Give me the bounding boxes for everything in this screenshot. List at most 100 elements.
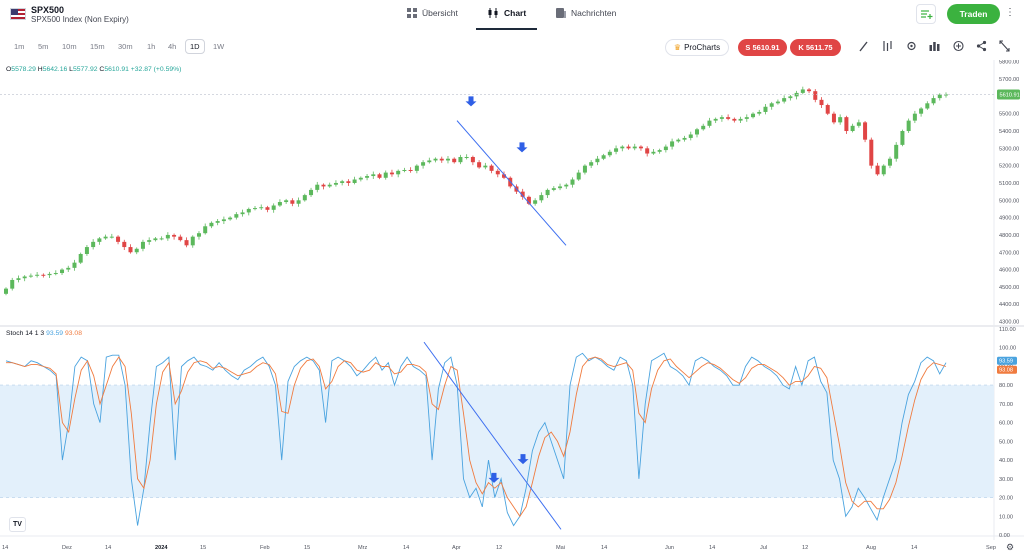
close-label: C	[99, 66, 105, 73]
candle-body	[607, 151, 612, 156]
candle-body	[688, 134, 693, 138]
candle-body	[321, 184, 326, 187]
buy-button[interactable]: K 5611.75	[790, 39, 841, 56]
candle-body	[931, 98, 936, 104]
candle-body	[165, 234, 170, 239]
stoch-lines	[5, 352, 947, 527]
candle-body	[813, 91, 818, 100]
settings-icon[interactable]	[906, 40, 917, 52]
candle-body	[526, 196, 531, 204]
price-tick-label: 5800.00	[999, 60, 1019, 66]
procharts-label: ProCharts	[684, 43, 721, 52]
candle-body	[234, 214, 239, 218]
stoch-tick-label: 0.00	[999, 533, 1010, 539]
candle-body	[638, 146, 643, 149]
candle-body	[651, 151, 656, 154]
price-tick-label: 4400.00	[999, 302, 1019, 308]
candle-body	[551, 188, 556, 190]
candle-body	[228, 217, 233, 220]
tab-news[interactable]: Nachrichten	[556, 8, 616, 18]
candle-body	[452, 158, 457, 163]
timeframe-1m[interactable]: 1m	[14, 42, 25, 51]
price-tick-label: 5300.00	[999, 146, 1019, 152]
timeframe-1w[interactable]: 1W	[213, 42, 225, 51]
candle-body	[91, 241, 96, 248]
candle-body	[775, 101, 780, 104]
candle-body	[582, 165, 587, 173]
tradingview-logo[interactable]: TV	[9, 517, 26, 532]
candle-body	[122, 241, 127, 248]
candle-body	[60, 269, 65, 274]
candle-body	[477, 162, 482, 168]
draw-icon[interactable]	[859, 40, 869, 52]
timeframe-1h[interactable]: 1h	[147, 42, 156, 51]
timeframe-4h[interactable]: 4h	[168, 42, 177, 51]
open-value: 5578.29	[11, 66, 36, 73]
price-axis: 5800.005700.005600.005500.005400.005300.…	[997, 60, 1020, 326]
price-candles	[0, 86, 994, 296]
sell-button[interactable]: S 5610.91	[738, 39, 787, 56]
timeframe-15m[interactable]: 15m	[90, 42, 105, 51]
share-icon[interactable]	[976, 40, 987, 52]
candle-body	[309, 189, 314, 196]
indicators-icon[interactable]	[882, 40, 893, 52]
candle-body	[863, 122, 868, 140]
grid-icon	[407, 8, 417, 18]
last-price-tag	[997, 89, 1020, 100]
timeframe-10m[interactable]: 10m	[62, 42, 77, 51]
candle-body	[570, 179, 575, 185]
candle-body	[937, 94, 942, 99]
down-arrow-icon	[517, 454, 529, 465]
candle-body	[732, 118, 737, 121]
candle-body	[464, 156, 469, 158]
candle-body	[726, 117, 731, 119]
candle-body	[340, 181, 345, 183]
stoch-tick-label: 10.00	[999, 514, 1013, 520]
candle-body	[53, 273, 58, 275]
timeframe-5m[interactable]: 5m	[38, 42, 49, 51]
candle-body	[22, 276, 27, 279]
candle-body	[694, 129, 699, 135]
candle-body	[84, 247, 89, 254]
more-vertical-icon[interactable]: ⋮	[1005, 7, 1015, 18]
timeframe-30m[interactable]: 30m	[118, 42, 133, 51]
fullscreen-icon[interactable]	[999, 40, 1010, 52]
gear-icon[interactable]: ⚙	[1006, 542, 1015, 552]
candle-body	[140, 241, 145, 249]
candle-body	[495, 170, 500, 175]
time-tick-label: Sep	[986, 545, 996, 551]
stoch-trendline	[423, 341, 562, 530]
candle-body	[769, 103, 774, 107]
add-watchlist-button[interactable]	[916, 4, 936, 24]
candle-body	[881, 165, 886, 175]
tab-overview-label: Übersicht	[422, 8, 458, 18]
time-tick-label: 2024	[155, 545, 168, 551]
time-tick-label: 14	[601, 545, 607, 551]
timeframe-1d[interactable]: 1D	[190, 42, 200, 51]
chart-canvas[interactable]: 5800.005700.005600.005500.005400.005300.…	[0, 60, 1024, 556]
chart-type-icon[interactable]	[929, 40, 940, 52]
candle-body	[701, 125, 706, 130]
candle-body	[284, 200, 289, 203]
candle-body	[265, 207, 270, 210]
candle-body	[290, 200, 295, 204]
add-icon[interactable]	[953, 40, 964, 52]
procharts-button[interactable]: ♛ ProCharts	[665, 39, 729, 56]
tab-chart[interactable]: Chart	[488, 8, 526, 18]
candle-body	[545, 189, 550, 196]
candle-body	[757, 111, 762, 114]
stoch-tick-label: 20.00	[999, 496, 1013, 502]
candle-body	[558, 186, 563, 189]
candle-body	[203, 226, 208, 234]
tab-overview[interactable]: Übersicht	[407, 8, 458, 18]
candle-body	[358, 177, 363, 180]
candle-body	[147, 240, 152, 242]
price-tick-label: 4700.00	[999, 250, 1019, 256]
high-label: H	[37, 66, 43, 73]
candle-body	[28, 275, 33, 277]
candle-body	[502, 174, 507, 178]
candle-body	[103, 236, 108, 239]
time-tick-label: Aug	[866, 545, 876, 551]
trade-button[interactable]: Traden	[947, 4, 1000, 24]
